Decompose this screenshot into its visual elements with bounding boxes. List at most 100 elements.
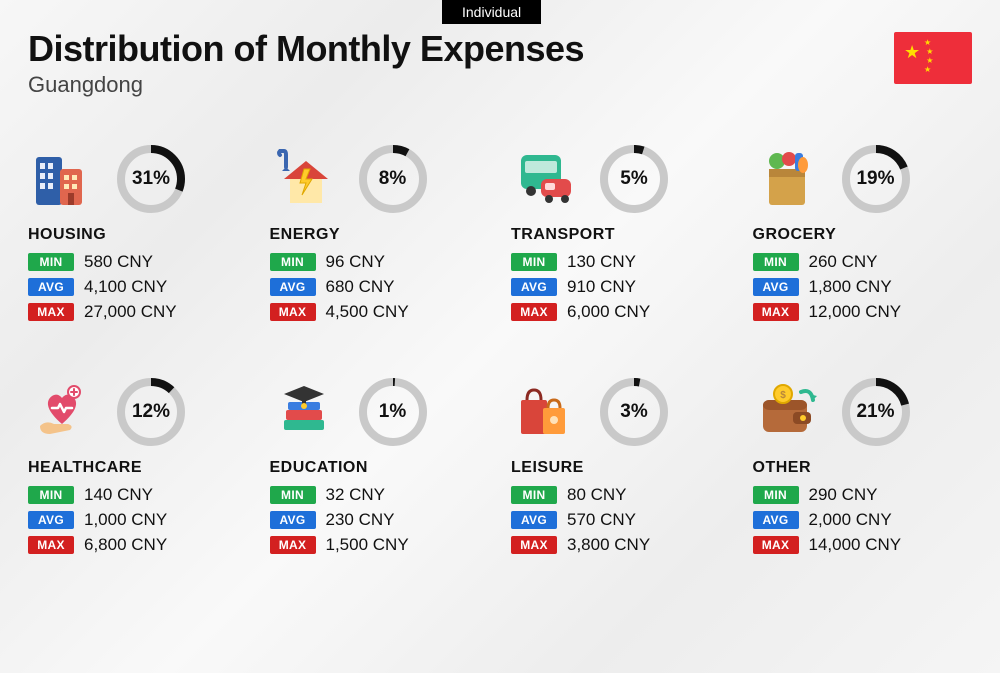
- min-badge: MIN: [511, 253, 557, 271]
- percent-donut: 31%: [114, 142, 188, 216]
- max-badge: MAX: [511, 303, 557, 321]
- transport-icon: [511, 145, 579, 213]
- min-value: 140 CNY: [84, 485, 153, 505]
- stat-avg: AVG 2,000 CNY: [753, 510, 973, 530]
- stats-block: MIN 80 CNY AVG 570 CNY MAX 3,800 CNY: [511, 485, 731, 555]
- min-badge: MIN: [753, 253, 799, 271]
- max-value: 6,800 CNY: [84, 535, 167, 555]
- avg-badge: AVG: [753, 278, 799, 296]
- min-value: 80 CNY: [567, 485, 627, 505]
- max-badge: MAX: [511, 536, 557, 554]
- housing-icon: [28, 145, 96, 213]
- stat-min: MIN 580 CNY: [28, 252, 248, 272]
- avg-value: 4,100 CNY: [84, 277, 167, 297]
- min-value: 260 CNY: [809, 252, 878, 272]
- card-top: 5%: [511, 140, 731, 218]
- percent-label: 21%: [839, 375, 913, 449]
- category-name: TRANSPORT: [511, 226, 731, 244]
- max-value: 14,000 CNY: [809, 535, 902, 555]
- avg-value: 230 CNY: [326, 510, 395, 530]
- avg-value: 1,000 CNY: [84, 510, 167, 530]
- tab-individual: Individual: [442, 0, 541, 24]
- max-value: 3,800 CNY: [567, 535, 650, 555]
- max-badge: MAX: [28, 303, 74, 321]
- stat-avg: AVG 910 CNY: [511, 277, 731, 297]
- min-value: 32 CNY: [326, 485, 386, 505]
- percent-donut: 19%: [839, 142, 913, 216]
- stat-min: MIN 96 CNY: [270, 252, 490, 272]
- grocery-icon: [753, 145, 821, 213]
- percent-label: 12%: [114, 375, 188, 449]
- max-badge: MAX: [270, 303, 316, 321]
- stat-avg: AVG 4,100 CNY: [28, 277, 248, 297]
- stats-block: MIN 130 CNY AVG 910 CNY MAX 6,000 CNY: [511, 252, 731, 322]
- flag-small-stars-icon: ★ ★ ★★: [924, 38, 933, 74]
- stat-avg: AVG 230 CNY: [270, 510, 490, 530]
- category-name: HEALTHCARE: [28, 459, 248, 477]
- flag-china: ★ ★ ★ ★★: [894, 32, 972, 84]
- min-badge: MIN: [28, 253, 74, 271]
- avg-value: 2,000 CNY: [809, 510, 892, 530]
- percent-label: 8%: [356, 142, 430, 216]
- page-subtitle: Guangdong: [28, 72, 972, 98]
- category-card-transport: 5% TRANSPORT MIN 130 CNY AVG 910 CNY MAX…: [511, 140, 731, 327]
- card-top: 1%: [270, 373, 490, 451]
- category-name: EDUCATION: [270, 459, 490, 477]
- percent-donut: 1%: [356, 375, 430, 449]
- header: Distribution of Monthly Expenses Guangdo…: [28, 28, 972, 98]
- leisure-icon: [511, 378, 579, 446]
- card-top: 3%: [511, 373, 731, 451]
- card-top: 8%: [270, 140, 490, 218]
- healthcare-icon: [28, 378, 96, 446]
- max-value: 1,500 CNY: [326, 535, 409, 555]
- category-name: GROCERY: [753, 226, 973, 244]
- percent-donut: 5%: [597, 142, 671, 216]
- min-value: 96 CNY: [326, 252, 386, 272]
- stat-max: MAX 27,000 CNY: [28, 302, 248, 322]
- card-top: 19%: [753, 140, 973, 218]
- min-badge: MIN: [753, 486, 799, 504]
- stat-max: MAX 6,000 CNY: [511, 302, 731, 322]
- min-value: 290 CNY: [809, 485, 878, 505]
- stat-max: MAX 4,500 CNY: [270, 302, 490, 322]
- stat-avg: AVG 680 CNY: [270, 277, 490, 297]
- avg-badge: AVG: [511, 278, 557, 296]
- percent-label: 5%: [597, 142, 671, 216]
- avg-badge: AVG: [28, 511, 74, 529]
- card-top: $ 21%: [753, 373, 973, 451]
- max-badge: MAX: [753, 536, 799, 554]
- min-value: 580 CNY: [84, 252, 153, 272]
- category-card-housing: 31% HOUSING MIN 580 CNY AVG 4,100 CNY MA…: [28, 140, 248, 327]
- category-card-healthcare: 12% HEALTHCARE MIN 140 CNY AVG 1,000 CNY…: [28, 373, 248, 560]
- category-card-education: 1% EDUCATION MIN 32 CNY AVG 230 CNY MAX …: [270, 373, 490, 560]
- stat-min: MIN 32 CNY: [270, 485, 490, 505]
- page-title: Distribution of Monthly Expenses: [28, 28, 972, 70]
- svg-text:$: $: [780, 390, 786, 401]
- category-card-other: $ 21% OTHER MIN 290 CNY AVG 2,000 CNY MA…: [753, 373, 973, 560]
- stat-avg: AVG 1,800 CNY: [753, 277, 973, 297]
- category-name: OTHER: [753, 459, 973, 477]
- avg-badge: AVG: [511, 511, 557, 529]
- avg-value: 570 CNY: [567, 510, 636, 530]
- card-top: 12%: [28, 373, 248, 451]
- category-card-leisure: 3% LEISURE MIN 80 CNY AVG 570 CNY MAX 3,…: [511, 373, 731, 560]
- stats-block: MIN 290 CNY AVG 2,000 CNY MAX 14,000 CNY: [753, 485, 973, 555]
- percent-label: 19%: [839, 142, 913, 216]
- stat-min: MIN 80 CNY: [511, 485, 731, 505]
- max-badge: MAX: [28, 536, 74, 554]
- stat-min: MIN 260 CNY: [753, 252, 973, 272]
- stats-block: MIN 96 CNY AVG 680 CNY MAX 4,500 CNY: [270, 252, 490, 322]
- avg-value: 680 CNY: [326, 277, 395, 297]
- avg-badge: AVG: [753, 511, 799, 529]
- avg-badge: AVG: [28, 278, 74, 296]
- energy-icon: [270, 145, 338, 213]
- category-name: ENERGY: [270, 226, 490, 244]
- max-value: 12,000 CNY: [809, 302, 902, 322]
- card-top: 31%: [28, 140, 248, 218]
- min-value: 130 CNY: [567, 252, 636, 272]
- stats-block: MIN 140 CNY AVG 1,000 CNY MAX 6,800 CNY: [28, 485, 248, 555]
- stat-max: MAX 3,800 CNY: [511, 535, 731, 555]
- stat-max: MAX 1,500 CNY: [270, 535, 490, 555]
- percent-label: 3%: [597, 375, 671, 449]
- min-badge: MIN: [511, 486, 557, 504]
